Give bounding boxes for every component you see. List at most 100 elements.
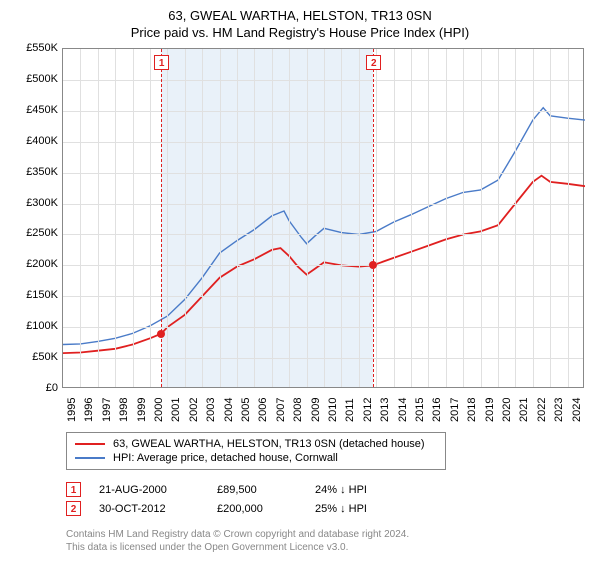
transaction-marker: 2: [66, 501, 81, 516]
gridline-vertical: [568, 49, 569, 387]
transaction-pct-vs-hpi: 25% ↓ HPI: [315, 503, 395, 515]
gridline-vertical: [550, 49, 551, 387]
legend-swatch: [75, 443, 105, 445]
x-tick-label: 2016: [431, 398, 443, 422]
x-tick-label: 1999: [136, 398, 148, 422]
marker-box: 2: [366, 55, 381, 70]
chart-subtitle: Price paid vs. HM Land Registry's House …: [12, 25, 588, 40]
transaction-pct-vs-hpi: 24% ↓ HPI: [315, 484, 395, 496]
footer-attribution: Contains HM Land Registry data © Crown c…: [66, 528, 588, 554]
gridline-vertical: [98, 49, 99, 387]
transaction-row: 121-AUG-2000£89,50024% ↓ HPI: [66, 480, 588, 499]
legend-item: HPI: Average price, detached house, Corn…: [75, 451, 437, 465]
y-tick-label: £550K: [26, 42, 58, 54]
x-tick-label: 2017: [449, 398, 461, 422]
x-tick-label: 1997: [101, 398, 113, 422]
transaction-row: 2 30-OCT-2012 £200,000 25% ↓ HPI: [66, 499, 588, 518]
x-tick-label: 2015: [414, 398, 426, 422]
gridline-vertical: [220, 49, 221, 387]
gridline-horizontal: [63, 265, 583, 266]
gridline-vertical: [272, 49, 273, 387]
chart-area: £0 £50K £100K £150K £200K £250K £300K £350K £400…: [12, 48, 588, 428]
x-tick-label: 2008: [292, 398, 304, 422]
gridline-horizontal: [63, 142, 583, 143]
x-tick-label: 2009: [310, 398, 322, 422]
gridline-vertical: [428, 49, 429, 387]
x-tick-label: 1995: [66, 398, 78, 422]
y-tick-label: £500K: [26, 73, 58, 85]
gridline-vertical: [185, 49, 186, 387]
gridline-vertical: [80, 49, 81, 387]
gridline-vertical: [307, 49, 308, 387]
footer-line: This data is licensed under the Open Gov…: [66, 541, 588, 554]
gridline-vertical: [359, 49, 360, 387]
legend-item: 63, GWEAL WARTHA, HELSTON, TR13 0SN (det…: [75, 437, 437, 451]
x-tick-label: 2011: [344, 398, 356, 422]
marker-line: [373, 49, 374, 387]
x-tick-label: 2005: [240, 398, 252, 422]
x-axis: 1995199619971998199920002001200220032004…: [62, 388, 584, 428]
x-tick-label: 2018: [466, 398, 478, 422]
gridline-vertical: [237, 49, 238, 387]
gridline-vertical: [411, 49, 412, 387]
y-tick-label: £0: [46, 382, 58, 394]
y-tick-label: £150K: [26, 289, 58, 301]
gridline-vertical: [498, 49, 499, 387]
chart-container: 63, GWEAL WARTHA, HELSTON, TR13 0SN Pric…: [0, 0, 600, 562]
marker-dot: [369, 261, 377, 269]
gridline-horizontal: [63, 358, 583, 359]
y-tick-label: £300K: [26, 197, 58, 209]
transaction-price: £200,000: [217, 503, 297, 515]
legend: 63, GWEAL WARTHA, HELSTON, TR13 0SN (det…: [66, 432, 446, 470]
y-tick-label: £200K: [26, 258, 58, 270]
x-tick-label: 2002: [188, 398, 200, 422]
transaction-date: 30-OCT-2012: [99, 503, 199, 515]
x-tick-label: 2006: [257, 398, 269, 422]
y-tick-label: £50K: [32, 351, 58, 363]
x-tick-label: 1996: [83, 398, 95, 422]
gridline-horizontal: [63, 234, 583, 235]
gridline-horizontal: [63, 296, 583, 297]
y-tick-label: £250K: [26, 227, 58, 239]
y-tick-label: £350K: [26, 166, 58, 178]
legend-label: HPI: Average price, detached house, Corn…: [113, 452, 338, 464]
transaction-price: £89,500: [217, 484, 297, 496]
gridline-vertical: [202, 49, 203, 387]
plot-area: 12: [62, 48, 584, 388]
x-tick-label: 2004: [223, 398, 235, 422]
gridline-vertical: [463, 49, 464, 387]
gridline-vertical: [341, 49, 342, 387]
gridline-vertical: [533, 49, 534, 387]
chart-title: 63, GWEAL WARTHA, HELSTON, TR13 0SN: [12, 8, 588, 23]
y-axis: £0£50K£100K£150K£200K£250K£300K£350K£400…: [12, 48, 62, 388]
gridline-horizontal: [63, 204, 583, 205]
x-tick-label: 2024: [571, 398, 583, 422]
marker-box: 1: [154, 55, 169, 70]
gridline-vertical: [481, 49, 482, 387]
gridline-horizontal: [63, 173, 583, 174]
x-tick-label: 2020: [501, 398, 513, 422]
x-tick-label: 2023: [553, 398, 565, 422]
x-tick-label: 2022: [536, 398, 548, 422]
footer-line: Contains HM Land Registry data © Crown c…: [66, 528, 588, 541]
legend-label: 63, GWEAL WARTHA, HELSTON, TR13 0SN (det…: [113, 438, 425, 450]
x-tick-label: 2001: [170, 398, 182, 422]
marker-dot: [157, 330, 165, 338]
gridline-horizontal: [63, 80, 583, 81]
gridline-vertical: [150, 49, 151, 387]
x-tick-label: 2019: [484, 398, 496, 422]
x-tick-label: 2003: [205, 398, 217, 422]
gridline-vertical: [376, 49, 377, 387]
gridline-vertical: [324, 49, 325, 387]
gridline-vertical: [167, 49, 168, 387]
x-tick-label: 2012: [362, 398, 374, 422]
x-tick-label: 2014: [397, 398, 409, 422]
y-tick-label: £400K: [26, 135, 58, 147]
x-tick-label: 2007: [275, 398, 287, 422]
gridline-vertical: [515, 49, 516, 387]
gridline-vertical: [254, 49, 255, 387]
gridline-horizontal: [63, 111, 583, 112]
gridline-vertical: [289, 49, 290, 387]
transaction-table: 121-AUG-2000£89,50024% ↓ HPI230-OCT-2012…: [66, 480, 588, 518]
y-tick-label: £100K: [26, 320, 58, 332]
